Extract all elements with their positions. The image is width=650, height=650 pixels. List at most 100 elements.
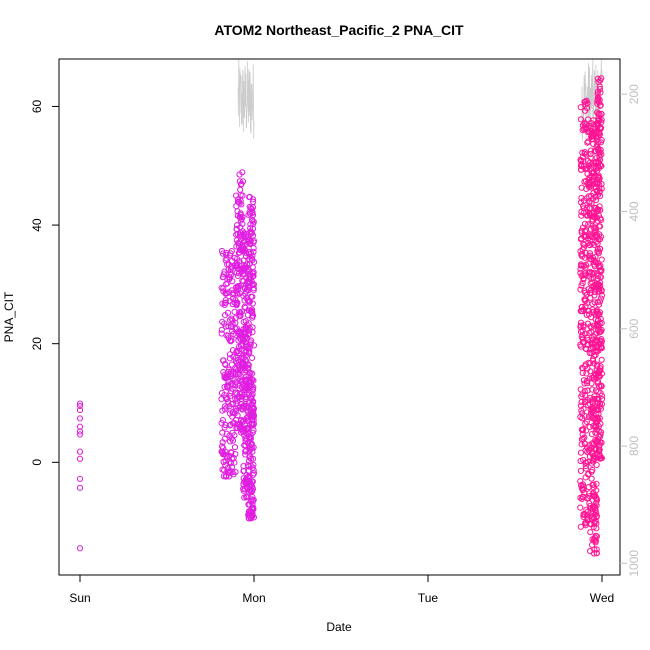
data-point: [578, 227, 585, 234]
data-point: [247, 408, 254, 416]
data-point: [594, 414, 601, 421]
data-point: [598, 256, 605, 263]
data-point: [590, 455, 597, 462]
data-point: [594, 109, 601, 116]
data-point: [593, 546, 600, 553]
data-point: [226, 316, 234, 323]
y-tick-label: 60: [30, 99, 44, 113]
data-point: [222, 297, 229, 304]
x-tick-label: Tue: [418, 591, 439, 605]
data-point: [586, 349, 593, 357]
data-point: [233, 325, 240, 332]
data-point: [229, 437, 237, 444]
data-point: [596, 428, 603, 435]
data-point: [598, 151, 605, 158]
y2-tick-label: 200: [627, 84, 641, 104]
data-point: [232, 405, 240, 412]
data-point: [595, 250, 602, 257]
data-point: [250, 384, 257, 391]
data-point: [247, 445, 254, 452]
data-point: [597, 102, 604, 109]
data-point: [587, 323, 594, 330]
data-point: [594, 75, 602, 82]
data-point: [594, 380, 602, 387]
data-point: [577, 322, 584, 329]
data-point: [578, 235, 585, 242]
data-point: [246, 260, 254, 267]
data-point: [227, 460, 235, 467]
data-point: [220, 357, 227, 364]
data-point: [589, 386, 596, 393]
data-point: [221, 392, 228, 399]
data-point: [246, 208, 253, 215]
data-point: [590, 452, 597, 459]
data-point: [248, 216, 256, 223]
data-point: [247, 435, 254, 442]
data-point: [234, 284, 241, 291]
data-point: [249, 485, 257, 492]
data-point: [594, 167, 601, 174]
data-point: [242, 376, 249, 384]
data-point: [219, 429, 226, 436]
data-point: [240, 402, 247, 410]
data-point: [595, 120, 602, 127]
data-point: [240, 428, 247, 435]
data-point: [243, 231, 250, 238]
data-point: [598, 356, 605, 363]
data-point: [250, 248, 257, 255]
data-point: [586, 375, 593, 382]
data-point: [220, 271, 227, 278]
y2-tick-label: 400: [627, 201, 641, 221]
data-point: [223, 454, 231, 461]
data-point: [227, 470, 234, 477]
data-point: [248, 306, 256, 313]
data-point: [237, 197, 244, 204]
data-point: [247, 369, 254, 376]
data-point: [580, 322, 587, 329]
data-point: [221, 268, 228, 275]
data-point: [595, 236, 602, 243]
data-point: [76, 484, 84, 491]
data-point: [246, 256, 253, 263]
data-point: [228, 388, 235, 395]
data-point: [246, 330, 253, 337]
data-point: [247, 341, 254, 348]
data-point: [597, 390, 604, 397]
data-point: [250, 496, 257, 503]
data-point: [593, 513, 600, 521]
data-point: [579, 431, 586, 438]
data-point: [247, 337, 255, 344]
data-point: [588, 431, 596, 438]
data-point: [249, 252, 256, 259]
data-point: [595, 173, 602, 181]
data-point: [222, 462, 229, 469]
data-point: [598, 162, 605, 170]
data-point: [231, 308, 238, 315]
data-point: [586, 446, 593, 453]
data-point: [219, 250, 226, 257]
data-point: [588, 240, 595, 247]
data-point: [233, 288, 240, 295]
data-point: [219, 407, 226, 414]
data-point: [236, 403, 243, 411]
data-point: [76, 455, 84, 462]
data-point: [589, 398, 596, 405]
data-point: [591, 536, 598, 543]
data-point: [597, 139, 605, 146]
data-point: [582, 398, 589, 405]
data-point: [579, 486, 586, 494]
data-point: [228, 315, 235, 322]
data-point: [237, 186, 244, 193]
data-point: [246, 487, 253, 494]
data-point: [76, 402, 84, 410]
data-point: [76, 431, 84, 438]
data-point: [579, 427, 587, 434]
data-point: [231, 432, 238, 439]
data-point: [249, 293, 256, 300]
data-point: [593, 461, 600, 468]
data-point: [76, 415, 84, 422]
data-point: [581, 220, 589, 227]
data-point: [242, 395, 249, 402]
data-point: [578, 251, 585, 258]
data-point: [76, 545, 84, 552]
